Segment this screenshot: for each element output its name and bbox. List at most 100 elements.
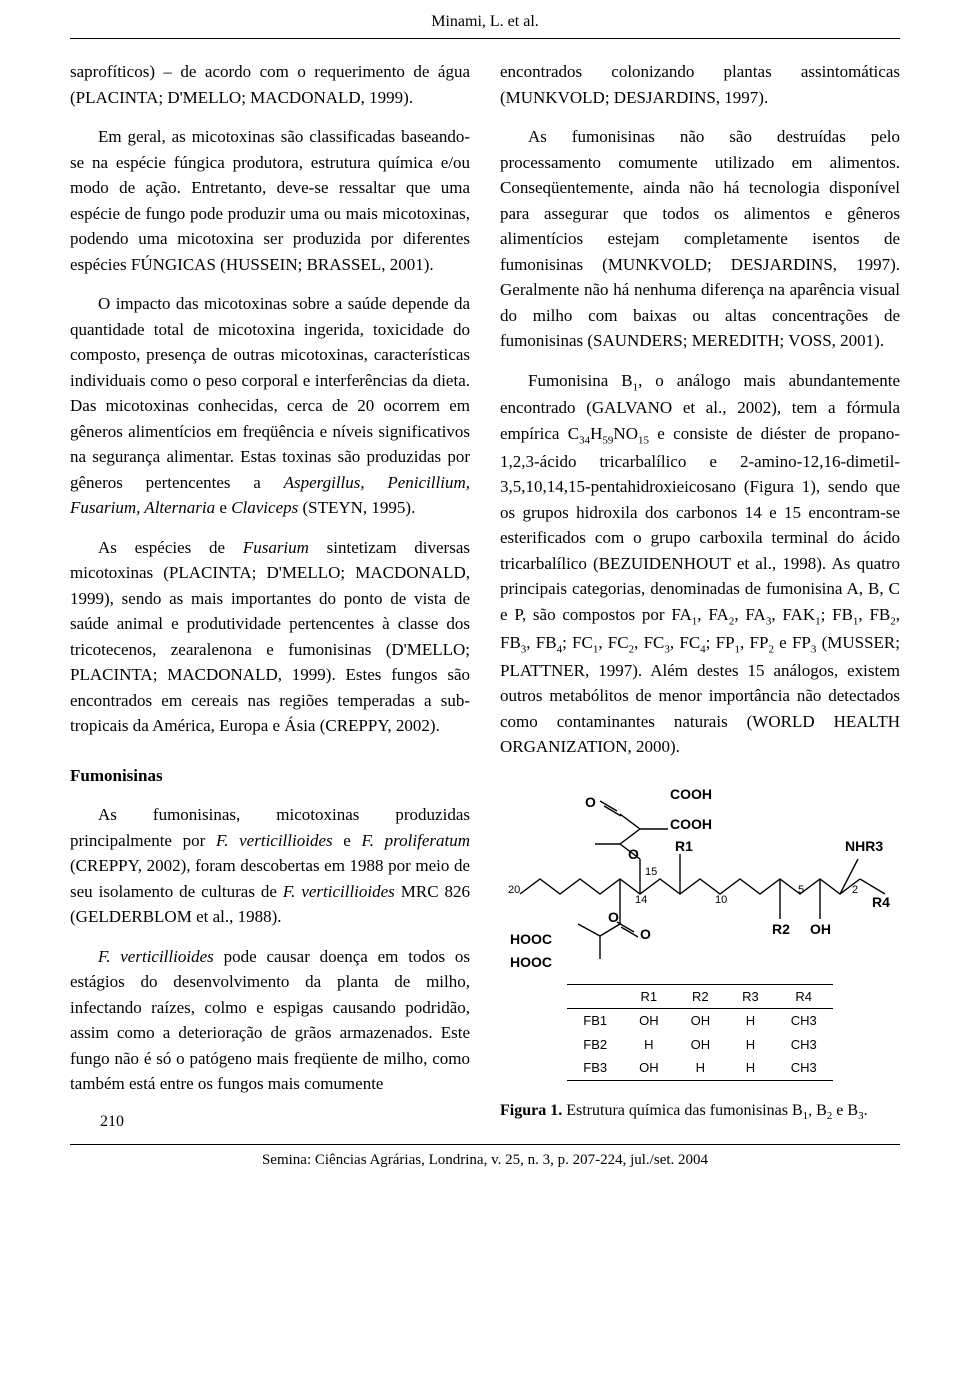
text: sintetizam diversas micotoxinas (PLACINT… — [70, 538, 470, 736]
text-italic: F. verticillioides — [216, 831, 333, 850]
text: , FC — [598, 633, 628, 652]
text: As espécies de — [98, 538, 243, 557]
figure-1: COOH COOH O O O O R1 NHR3 R2 OH R4 HOOC … — [500, 774, 900, 1125]
text: e consiste de diéster de propano-1,2,3-á… — [500, 424, 900, 624]
text: , FP — [740, 633, 768, 652]
left-p6: F. verticillioides pode causar doença em… — [70, 944, 470, 1097]
running-head: Minami, L. et al. — [70, 10, 900, 39]
text: , FA — [697, 605, 729, 624]
cell: OH — [675, 1009, 727, 1033]
text: (STEYN, 1995). — [298, 498, 415, 517]
label-pos-2: 2 — [852, 882, 858, 899]
text: NO — [613, 424, 638, 443]
left-p4: As espécies de Fusarium sintetizam diver… — [70, 535, 470, 739]
label-pos-10: 10 — [715, 892, 727, 909]
cell: OH — [623, 1056, 675, 1080]
fumonisin-table: R1 R2 R3 R4 FB1 OH OH H CH3 FB — [567, 984, 832, 1081]
text: e FP — [774, 633, 811, 652]
cell: FB1 — [567, 1009, 623, 1033]
text: FB2 — [583, 1037, 607, 1052]
cell: FB2 — [567, 1033, 623, 1057]
text: ; FB — [821, 605, 853, 624]
left-p1: saprofíticos) – de acordo com o requerim… — [70, 59, 470, 110]
cell: H — [726, 1009, 775, 1033]
right-p1: encontrados colonizando plantas assintom… — [500, 59, 900, 110]
cell: CH3 — [775, 1033, 833, 1057]
cell: OH — [623, 1009, 675, 1033]
caption-text: Estrutura química das fumonisinas B — [562, 1102, 802, 1119]
text: . — [864, 1102, 868, 1119]
section-heading-fumonisinas: Fumonisinas — [70, 763, 470, 789]
text: O impacto das micotoxinas sobre a saúde … — [70, 294, 470, 492]
th-r1: R1 — [623, 984, 675, 1009]
text: FB1 — [583, 1013, 607, 1028]
right-p2: As fumonisinas não são destruídas pelo p… — [500, 124, 900, 354]
label-hooc: HOOC — [510, 929, 552, 950]
cell: CH3 — [775, 1009, 833, 1033]
text: , FB — [526, 633, 556, 652]
th-blank — [567, 984, 623, 1009]
th-r4: R4 — [775, 984, 833, 1009]
page-number: 210 — [100, 1110, 124, 1134]
label-pos-20: 20 — [508, 882, 520, 899]
caption-label: Figura 1. — [500, 1102, 562, 1119]
text: , FB — [858, 605, 890, 624]
text: H — [590, 424, 602, 443]
text-italic: Claviceps — [231, 498, 298, 517]
right-p3: Fumonisina B1, o análogo mais abundantem… — [500, 368, 900, 760]
footer-citation: Semina: Ciências Agrárias, Londrina, v. … — [70, 1144, 900, 1172]
text-italic: Fusarium — [243, 538, 309, 557]
table-row: FB3 OH H H CH3 — [567, 1056, 832, 1080]
text: pode causar doença em todos os estágios … — [70, 947, 470, 1094]
text: ; FC — [562, 633, 593, 652]
text: e B — [832, 1102, 858, 1119]
th-r2: R2 — [675, 984, 727, 1009]
two-column-layout: saprofíticos) – de acordo com o requerim… — [70, 59, 900, 1124]
left-p3: O impacto das micotoxinas sobre a saúde … — [70, 291, 470, 521]
label-o: O — [585, 792, 596, 813]
text: , B — [808, 1102, 827, 1119]
label-r1: R1 — [675, 836, 693, 857]
cell: CH3 — [775, 1056, 833, 1080]
label-pos-14: 14 — [635, 892, 647, 909]
text: , FC — [670, 633, 700, 652]
label-o: O — [628, 844, 639, 865]
left-p5: As fumonisinas, micotoxinas produzidas p… — [70, 802, 470, 930]
text: Fumonisina B — [528, 371, 633, 390]
label-cooh: COOH — [670, 784, 712, 805]
cell: OH — [675, 1033, 727, 1057]
label-pos-15: 15 — [645, 864, 657, 881]
left-p2: Em geral, as micotoxinas são classificad… — [70, 124, 470, 277]
text: e — [333, 831, 362, 850]
right-column: encontrados colonizando plantas assintom… — [500, 59, 900, 1124]
label-pos-5: 5 — [798, 882, 804, 899]
text-italic: F. verticillioides — [283, 882, 395, 901]
label-cooh: COOH — [670, 814, 712, 835]
label-oh: OH — [810, 919, 831, 940]
label-o: O — [640, 924, 651, 945]
text: FB3 — [583, 1060, 607, 1075]
sub: 15 — [638, 434, 649, 446]
text-italic: F. verticillioides — [98, 947, 214, 966]
left-column: saprofíticos) – de acordo com o requerim… — [70, 59, 470, 1124]
text: e — [215, 498, 231, 517]
label-hooc: HOOC — [510, 952, 552, 973]
chemical-structure-diagram: COOH COOH O O O O R1 NHR3 R2 OH R4 HOOC … — [500, 774, 900, 974]
text: , FA — [734, 605, 766, 624]
label-nhr3: NHR3 — [845, 836, 883, 857]
table-row: FB2 H OH H CH3 — [567, 1033, 832, 1057]
sub: 59 — [602, 434, 613, 446]
text: , FAK — [771, 605, 815, 624]
table-row: FB1 OH OH H CH3 — [567, 1009, 832, 1033]
label-r4: R4 — [872, 892, 890, 913]
label-r2: R2 — [772, 919, 790, 940]
sub: 34 — [579, 434, 590, 446]
text-italic: F. proliferatum — [362, 831, 470, 850]
cell: FB3 — [567, 1056, 623, 1080]
th-r3: R3 — [726, 984, 775, 1009]
text: , FC — [634, 633, 664, 652]
text: ; FP — [706, 633, 735, 652]
cell: H — [726, 1033, 775, 1057]
cell: H — [623, 1033, 675, 1057]
label-o: O — [608, 907, 619, 928]
